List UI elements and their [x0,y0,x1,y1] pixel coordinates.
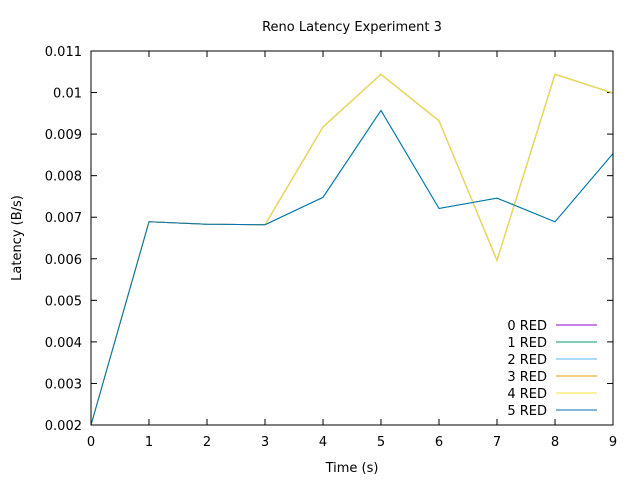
y-tick-label: 0.004 [45,336,82,351]
x-tick-label: 7 [493,435,501,450]
x-tick-label: 4 [319,435,327,450]
y-tick-label: 0.01 [53,87,82,102]
chart-title: Reno Latency Experiment 3 [262,20,442,35]
x-tick-label: 2 [203,435,211,450]
x-tick-label: 5 [377,435,385,450]
y-tick-label: 0.003 [45,377,82,392]
y-tick-label: 0.009 [45,128,82,143]
legend-label-5: 5 RED [507,404,547,419]
x-axis-label: Time (s) [325,461,379,476]
legend-label-3: 3 RED [507,370,547,385]
legend-label-1: 1 RED [507,336,547,351]
x-tick-label: 6 [435,435,443,450]
y-tick-label: 0.006 [45,253,82,268]
y-tick-label: 0.011 [45,45,82,60]
x-tick-label: 9 [609,435,617,450]
legend-label-4: 4 RED [507,387,547,402]
plot-frame [90,50,614,426]
y-tick-label: 0.007 [45,211,82,226]
y-tick-label: 0.002 [45,419,82,434]
legend-label-0: 0 RED [507,319,547,334]
x-tick-label: 3 [261,435,269,450]
y-tick-label: 0.008 [45,170,82,185]
x-tick-label: 1 [145,435,153,450]
series-line-5 [90,109,614,426]
y-tick-label: 0.005 [45,294,82,309]
x-tick-label: 8 [551,435,559,450]
legend: 0 RED 1 RED 2 RED 3 RED 4 RED 5 RED [507,319,597,419]
legend-label-2: 2 RED [507,353,547,368]
y-axis-ticks: 0.002 0.003 0.004 0.005 0.006 0.007 0.008 0.009… [45,45,613,434]
x-tick-label: 0 [87,435,95,450]
y-axis-label: Latency (B/s) [10,195,25,281]
series-layer [90,73,614,426]
